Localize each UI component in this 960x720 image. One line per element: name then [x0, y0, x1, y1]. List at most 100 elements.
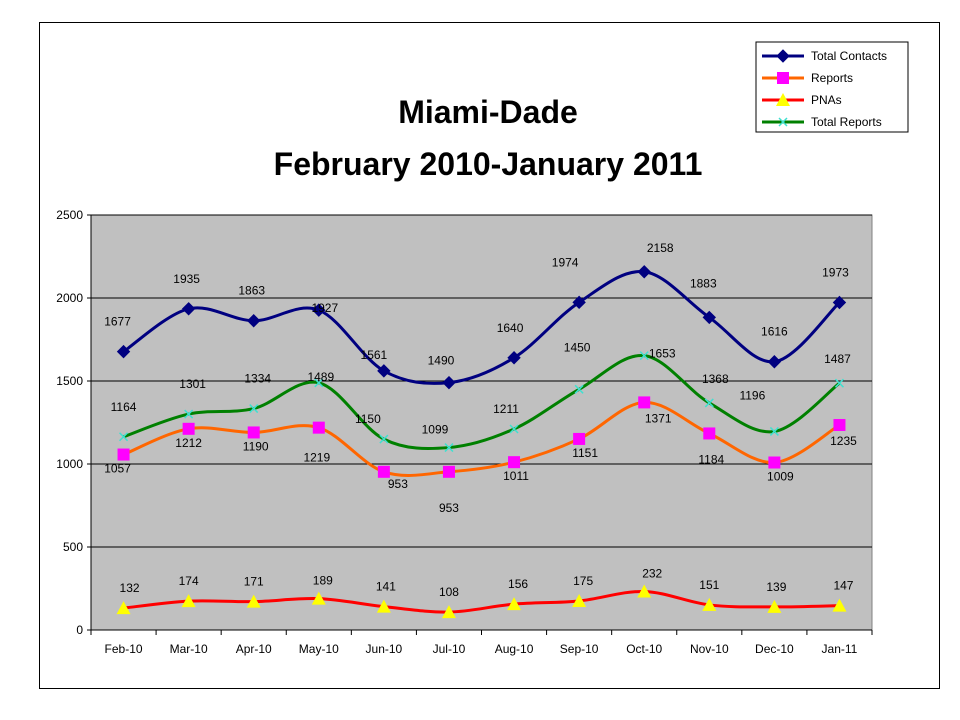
data-point [379, 434, 389, 444]
data-point [182, 422, 195, 435]
x-tick-label: Sep-10 [560, 642, 599, 656]
y-tick-label: 1500 [56, 374, 83, 388]
data-label: 1009 [767, 470, 794, 484]
data-label: 1211 [493, 402, 519, 416]
data-label: 1212 [175, 436, 202, 450]
x-tick-label: May-10 [299, 642, 339, 656]
legend-swatch-marker [776, 49, 790, 63]
data-label: 175 [573, 574, 593, 588]
data-point [312, 421, 325, 434]
data-point [312, 303, 326, 317]
legend-swatch-marker [776, 93, 790, 106]
data-label: 1196 [739, 388, 765, 402]
y-tick-label: 2500 [56, 208, 83, 222]
data-label: 1057 [104, 462, 131, 476]
x-tick-label: Mar-10 [170, 642, 208, 656]
data-label: 1561 [361, 348, 388, 362]
data-label: 232 [642, 566, 662, 580]
data-label: 1235 [830, 434, 857, 448]
chart-frame: Miami-Dade February 2010-January 2011 0 5… [39, 22, 940, 689]
data-label: 1301 [179, 377, 206, 391]
data-label: 156 [508, 577, 528, 591]
data-point [184, 409, 194, 419]
data-label: 1011 [503, 469, 529, 483]
data-point [572, 295, 586, 310]
data-label: 1974 [552, 255, 579, 269]
data-point [116, 601, 131, 615]
data-label: 1863 [238, 284, 265, 298]
chart-title: Miami-Dade [398, 94, 578, 130]
data-point [704, 398, 714, 408]
legend-label: Total Reports [811, 115, 882, 129]
data-point [314, 378, 324, 388]
data-point [833, 418, 846, 431]
data-point [703, 427, 716, 440]
data-label: 1164 [111, 400, 137, 414]
series-line-total-reports [123, 354, 841, 451]
legend-label: PNAs [811, 93, 842, 107]
data-point [702, 597, 717, 611]
y-tick-label: 0 [76, 623, 83, 637]
data-label: 1190 [243, 439, 269, 453]
data-label: 953 [388, 477, 408, 491]
chart-canvas: Miami-Dade February 2010-January 2011 0 5… [56, 41, 909, 656]
data-label: 1489 [307, 370, 334, 384]
data-label: 1151 [572, 446, 598, 460]
data-label: 1973 [822, 265, 849, 279]
x-tick-label: Oct-10 [626, 642, 662, 656]
data-point [638, 396, 651, 409]
data-point [119, 432, 129, 442]
data-point [768, 456, 781, 469]
y-tick-label: 1000 [56, 457, 83, 471]
data-label: 1677 [104, 315, 131, 329]
data-label: 1616 [761, 325, 788, 339]
data-label: 1927 [311, 301, 338, 315]
data-point [249, 404, 259, 414]
x-tick-label: Nov-10 [690, 642, 729, 656]
x-tick-label: Feb-10 [105, 642, 143, 656]
data-point [769, 426, 779, 436]
data-point [507, 351, 521, 365]
data-point [767, 599, 782, 613]
legend-swatch-marker [777, 72, 789, 84]
series-total-contacts: 1677 1935 1863 1927 1561 1490 1640 1974 2158 1883… [104, 241, 849, 390]
data-point [507, 597, 522, 611]
series-line-pnas [123, 589, 840, 614]
data-point [637, 265, 651, 279]
x-tick-label: Jun-10 [366, 642, 403, 656]
y-tick-label: 500 [63, 540, 83, 554]
x-tick-label: Dec-10 [755, 642, 794, 656]
legend-item-total-reports: Total Reports [762, 115, 882, 129]
data-point [377, 465, 390, 478]
x-tick-label: Apr-10 [236, 642, 272, 656]
data-label: 1219 [303, 451, 330, 465]
data-point [508, 456, 521, 469]
data-point [441, 605, 456, 619]
data-label: 2158 [647, 241, 674, 255]
data-label: 1883 [690, 276, 717, 290]
data-point [572, 593, 587, 607]
data-point [376, 599, 391, 613]
data-point [247, 314, 261, 328]
plot-area [90, 214, 873, 631]
chart-subtitle: February 2010-January 2011 [274, 146, 703, 182]
data-label: 1184 [698, 452, 724, 466]
data-label: 1487 [824, 352, 851, 366]
data-label: 189 [313, 574, 333, 588]
x-tick-label: Jul-10 [433, 642, 466, 656]
data-point [832, 295, 847, 310]
data-label: 1450 [564, 340, 591, 354]
data-point [247, 426, 260, 439]
data-point [442, 465, 455, 478]
data-label: 1334 [244, 372, 271, 386]
data-label: 953 [439, 501, 459, 515]
data-label: 1640 [497, 321, 524, 335]
data-label: 1653 [649, 347, 676, 361]
data-label: 141 [376, 580, 396, 594]
data-label: 1935 [173, 272, 200, 286]
data-point [832, 598, 847, 612]
series-pnas: 132 174 171 189 141 108 156 175 232 151 139 147 [116, 566, 854, 619]
legend-item-pnas: PNAs [762, 93, 842, 107]
data-label: 132 [120, 581, 140, 595]
legend-label: Reports [811, 71, 853, 85]
